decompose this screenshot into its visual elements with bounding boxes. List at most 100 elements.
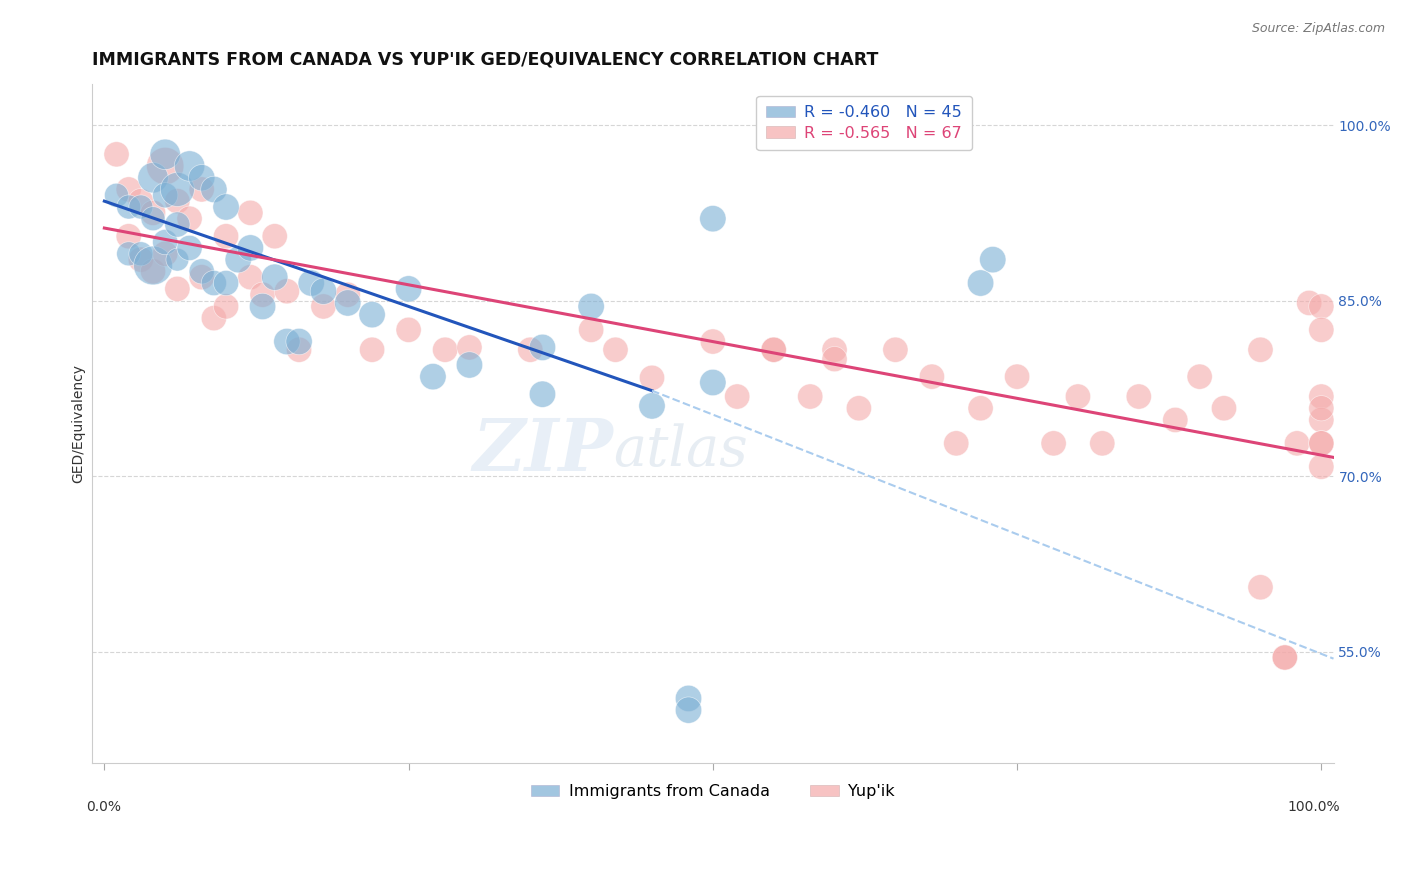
Point — [361, 308, 384, 322]
Point — [239, 270, 262, 285]
Point — [1213, 401, 1236, 416]
Point — [129, 194, 152, 208]
Point — [824, 352, 846, 367]
Point — [153, 159, 176, 173]
Point — [1164, 413, 1187, 427]
Point — [118, 247, 141, 261]
Point — [1310, 459, 1333, 474]
Point — [605, 343, 627, 357]
Point — [678, 691, 700, 706]
Point — [179, 211, 201, 226]
Y-axis label: GED/Equivalency: GED/Equivalency — [72, 364, 86, 483]
Point — [202, 311, 225, 326]
Point — [129, 252, 152, 267]
Point — [276, 284, 298, 298]
Point — [641, 371, 664, 385]
Point — [1310, 323, 1333, 337]
Point — [142, 170, 165, 185]
Point — [129, 200, 152, 214]
Point — [1128, 390, 1150, 404]
Point — [702, 211, 724, 226]
Point — [153, 247, 176, 261]
Legend: Immigrants from Canada, Yup'ik: Immigrants from Canada, Yup'ik — [524, 778, 901, 805]
Point — [981, 252, 1004, 267]
Point — [252, 300, 274, 314]
Point — [702, 376, 724, 390]
Point — [969, 276, 991, 290]
Point — [226, 252, 249, 267]
Point — [1250, 343, 1272, 357]
Point — [422, 369, 444, 384]
Point — [312, 300, 335, 314]
Point — [531, 387, 554, 401]
Point — [1310, 436, 1333, 450]
Point — [153, 147, 176, 161]
Point — [848, 401, 870, 416]
Point — [1310, 300, 1333, 314]
Point — [361, 343, 384, 357]
Point — [118, 229, 141, 244]
Point — [153, 188, 176, 202]
Point — [179, 159, 201, 173]
Point — [190, 170, 212, 185]
Point — [263, 229, 285, 244]
Point — [969, 401, 991, 416]
Point — [142, 206, 165, 220]
Point — [215, 229, 238, 244]
Point — [1274, 650, 1296, 665]
Point — [118, 182, 141, 196]
Point — [142, 259, 165, 273]
Point — [190, 182, 212, 196]
Point — [531, 340, 554, 354]
Point — [299, 276, 322, 290]
Point — [153, 235, 176, 249]
Point — [579, 323, 602, 337]
Point — [762, 343, 785, 357]
Point — [799, 390, 821, 404]
Point — [641, 399, 664, 413]
Point — [762, 343, 785, 357]
Point — [434, 343, 457, 357]
Point — [678, 703, 700, 717]
Point — [166, 252, 188, 267]
Point — [288, 343, 311, 357]
Point — [215, 300, 238, 314]
Point — [398, 282, 420, 296]
Point — [336, 287, 359, 301]
Point — [1091, 436, 1114, 450]
Point — [458, 340, 481, 354]
Point — [1285, 436, 1308, 450]
Point — [519, 343, 541, 357]
Text: 100.0%: 100.0% — [1286, 800, 1340, 814]
Point — [142, 264, 165, 278]
Point — [252, 287, 274, 301]
Point — [398, 323, 420, 337]
Point — [215, 200, 238, 214]
Point — [945, 436, 967, 450]
Point — [288, 334, 311, 349]
Point — [202, 276, 225, 290]
Point — [312, 284, 335, 298]
Point — [190, 270, 212, 285]
Point — [1310, 436, 1333, 450]
Point — [202, 182, 225, 196]
Point — [884, 343, 907, 357]
Point — [1298, 296, 1320, 310]
Point — [105, 188, 128, 202]
Point — [725, 390, 748, 404]
Point — [1310, 413, 1333, 427]
Point — [458, 358, 481, 372]
Point — [579, 300, 602, 314]
Point — [190, 264, 212, 278]
Point — [129, 247, 152, 261]
Text: atlas: atlas — [613, 423, 748, 478]
Point — [179, 241, 201, 255]
Point — [1250, 580, 1272, 594]
Point — [105, 147, 128, 161]
Point — [1274, 650, 1296, 665]
Point — [1042, 436, 1064, 450]
Text: ZIP: ZIP — [472, 415, 613, 486]
Point — [166, 282, 188, 296]
Point — [239, 206, 262, 220]
Point — [166, 218, 188, 232]
